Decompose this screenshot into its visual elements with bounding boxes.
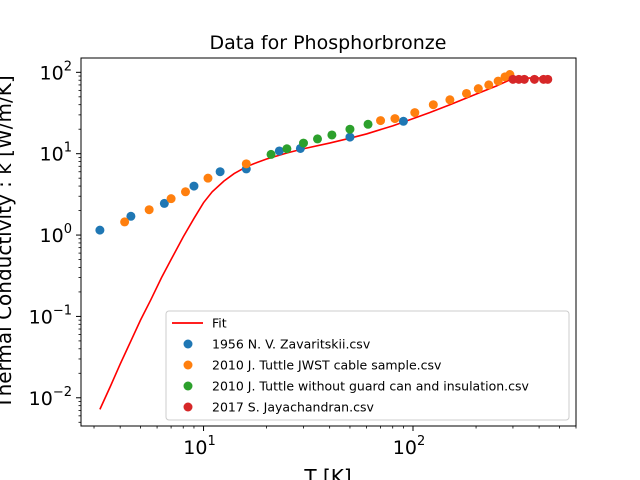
fit-line [99,77,550,410]
fit-layer [99,77,550,410]
data-point-series-2 [166,194,176,204]
x-axis-label: T [K] [303,465,351,480]
data-point-series-3 [266,149,276,159]
data-point-series-2 [241,159,251,169]
data-point-series-3 [313,134,322,144]
legend-series-swatch [183,339,193,349]
legend-series-label: 1956 N. V. Zavaritskii.csv [212,337,371,352]
x-tick-label: 101 [183,434,215,459]
x-tick-label: 102 [393,434,425,459]
data-point-series-3 [345,124,355,134]
data-point-series-2 [428,100,438,110]
data-point-series-1 [159,198,169,208]
data-point-series-1 [345,132,355,142]
data-point-series-4 [519,74,529,84]
y-tick-label: 100 [40,222,72,247]
legend-box [165,310,570,421]
data-point-series-2 [390,114,400,124]
data-point-series-1 [126,211,136,221]
legend-series-swatch [183,381,193,391]
legend-series-swatch [183,360,193,370]
data-point-series-2 [120,217,130,227]
y-axis-ticks: 10−2 10−1 100 101 102 [29,59,81,423]
data-point-series-2 [203,173,213,183]
legend: Fit 1956 N. V. Zavaritskii.csv 2010 J. Tut… [165,310,570,421]
data-point-series-1 [274,146,284,156]
legend-series-label: 2010 J. Tuttle without guard can and ins… [212,379,530,394]
data-point-series-1 [398,116,408,126]
data-point-series-2 [144,205,154,215]
data-point-series-1 [215,167,225,177]
x-axis-ticks: 101 102 [93,426,577,459]
data-point-series-2 [473,84,483,94]
legend-series-label: 2017 S. Jayachandran.csv [212,400,374,415]
data-point-series-3 [298,138,308,148]
data-point-series-2 [484,80,494,90]
data-point-series-1 [95,225,105,235]
data-point-series-2 [376,116,386,126]
points-layer [95,70,553,235]
data-point-series-2 [445,95,455,105]
y-tick-label: 101 [40,141,72,166]
legend-series-label: 2010 J. Tuttle JWST cable sample.csv [212,358,442,373]
data-point-series-3 [363,119,373,129]
legend-series-swatch [183,402,193,412]
y-tick-label: 10−1 [29,303,72,328]
data-point-series-4 [529,74,539,84]
data-point-series-4 [543,74,553,84]
data-point-series-3 [327,130,337,140]
y-tick-label: 10−2 [29,385,72,410]
data-point-series-2 [180,187,190,197]
plot-frame [80,57,577,427]
legend-fit-label: Fit [212,316,227,331]
data-point-series-2 [461,88,471,98]
data-point-series-1 [189,181,199,191]
chart-title: Data for Phosphorbronze [210,32,447,54]
data-point-series-3 [282,144,292,154]
y-axis-label: Thermal Conductivity : k [W/m/K] [0,75,16,409]
y-tick-label: 102 [40,59,72,84]
data-point-series-2 [493,76,503,86]
data-point-series-2 [410,108,420,118]
